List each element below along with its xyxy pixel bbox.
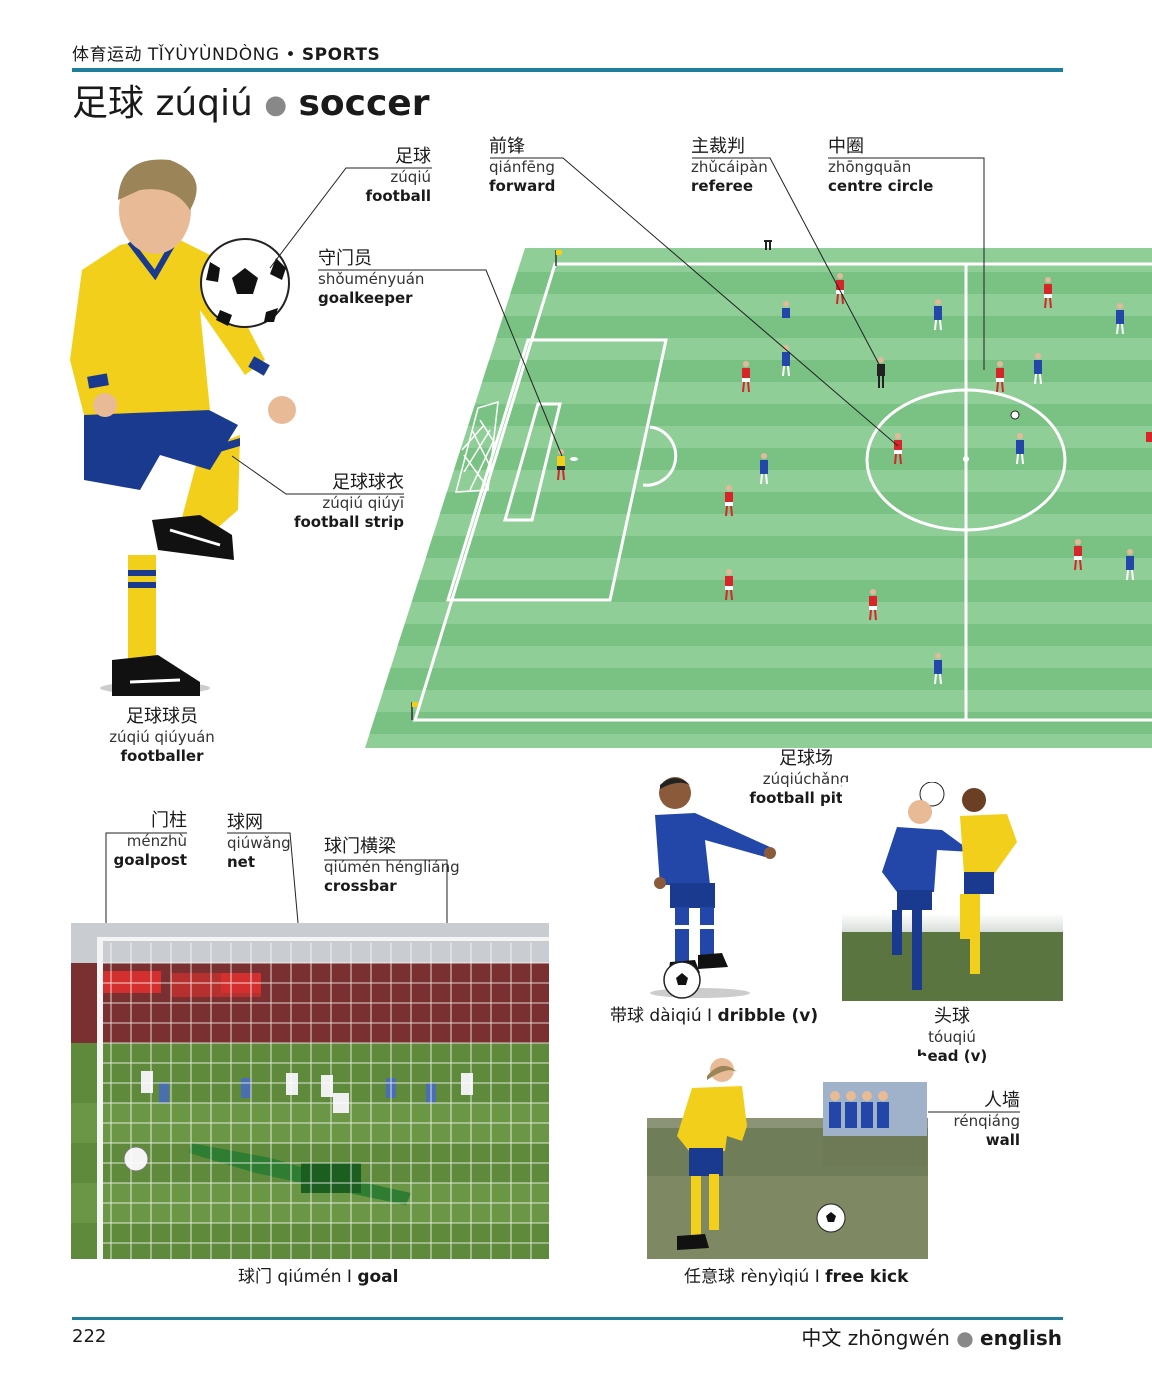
pitch-goalkeeper (557, 449, 565, 481)
crossbar-bar (97, 937, 549, 941)
label-goalpost: 门柱 ménzhù goalpost (113, 810, 187, 869)
label-referee: 主裁判 zhǔcáipàn referee (691, 136, 768, 195)
pitch-illustration (365, 240, 1152, 748)
goal-photo-ball (123, 1146, 149, 1172)
goal-photo (71, 923, 549, 1259)
label-head: 头球 tóuqiú head (v) (916, 1006, 988, 1065)
label-football: 足球 zúqiú football (365, 146, 431, 205)
football-ball (200, 238, 290, 328)
pitch-markings (412, 262, 1152, 722)
centre-spot (963, 456, 969, 462)
head-photo (842, 782, 1063, 1001)
red-team-players (725, 273, 1152, 621)
label-net: 球网 qiúwǎng net (227, 812, 291, 871)
title-en: soccer (298, 83, 430, 124)
footer-rule (72, 1317, 1063, 1320)
right-sock (180, 435, 240, 530)
free-kick-photo (647, 1056, 928, 1259)
section-separator: • (285, 45, 296, 65)
referees (764, 240, 885, 388)
title-separator: ● (264, 90, 287, 120)
section-header: 体育运动 TǏYÙYÙNDÒNG • SPORTS (72, 40, 380, 65)
caption-goal: 球门 qiúmén I goal (238, 1267, 399, 1287)
label-crossbar: 球门横梁 qiúmén héngliáng crossbar (324, 836, 460, 895)
dribble-illustration (650, 777, 776, 999)
corner-flag-top-cloth (556, 250, 562, 255)
footballer-illustration (70, 159, 296, 696)
section-zh: 体育运动 (72, 45, 142, 65)
dribble-ball (663, 961, 701, 999)
hair (118, 159, 197, 210)
label-footballer: 足球球员 zúqiú qiúyuán footballer (109, 706, 215, 765)
section-en: SPORTS (301, 45, 381, 65)
caption-free-kick: 任意球 rènyìqiú I free kick (684, 1267, 909, 1287)
shorts (84, 395, 238, 490)
page-title: 足球 zúqiú ● soccer (72, 74, 429, 126)
left-boot (112, 655, 200, 696)
label-football-pitch: 足球场 zúqiúchǎng football pitch (749, 748, 863, 807)
label-goalkeeper: 守门员 shǒuményuán goalkeeper (318, 248, 425, 307)
label-football-strip: 足球球衣 zúqiú qiúyī football strip (293, 472, 404, 531)
corner-flag-bottom-cloth (412, 702, 418, 707)
blue-shirt (655, 813, 770, 885)
section-pinyin: TǏYÙYÙNDÒNG (147, 45, 280, 65)
caption-dribble: 带球 dàiqiú I dribble (v) (610, 1006, 819, 1026)
label-forward: 前锋 qiánfēng forward (489, 136, 556, 195)
header-ball (919, 782, 945, 807)
title-pinyin: zúqiú (155, 83, 253, 124)
footer-language: 中文 zhōngwén ● english (801, 1326, 1062, 1350)
goalpost-bar (97, 937, 103, 1259)
page-number: 222 (72, 1326, 107, 1347)
blue-team-players (760, 299, 1134, 685)
pitch-ball-goal (570, 457, 578, 461)
goal-net (455, 400, 499, 493)
header-rule (72, 68, 1063, 72)
label-centre-circle: 中圈 zhōngquān centre circle (828, 136, 934, 195)
net-mesh (103, 943, 549, 1259)
label-wall: 人墙 rénqiáng wall (953, 1090, 1020, 1149)
free-kick-ball (816, 1203, 846, 1233)
title-zh: 足球 (72, 83, 145, 124)
pitch-ball (1010, 410, 1020, 420)
